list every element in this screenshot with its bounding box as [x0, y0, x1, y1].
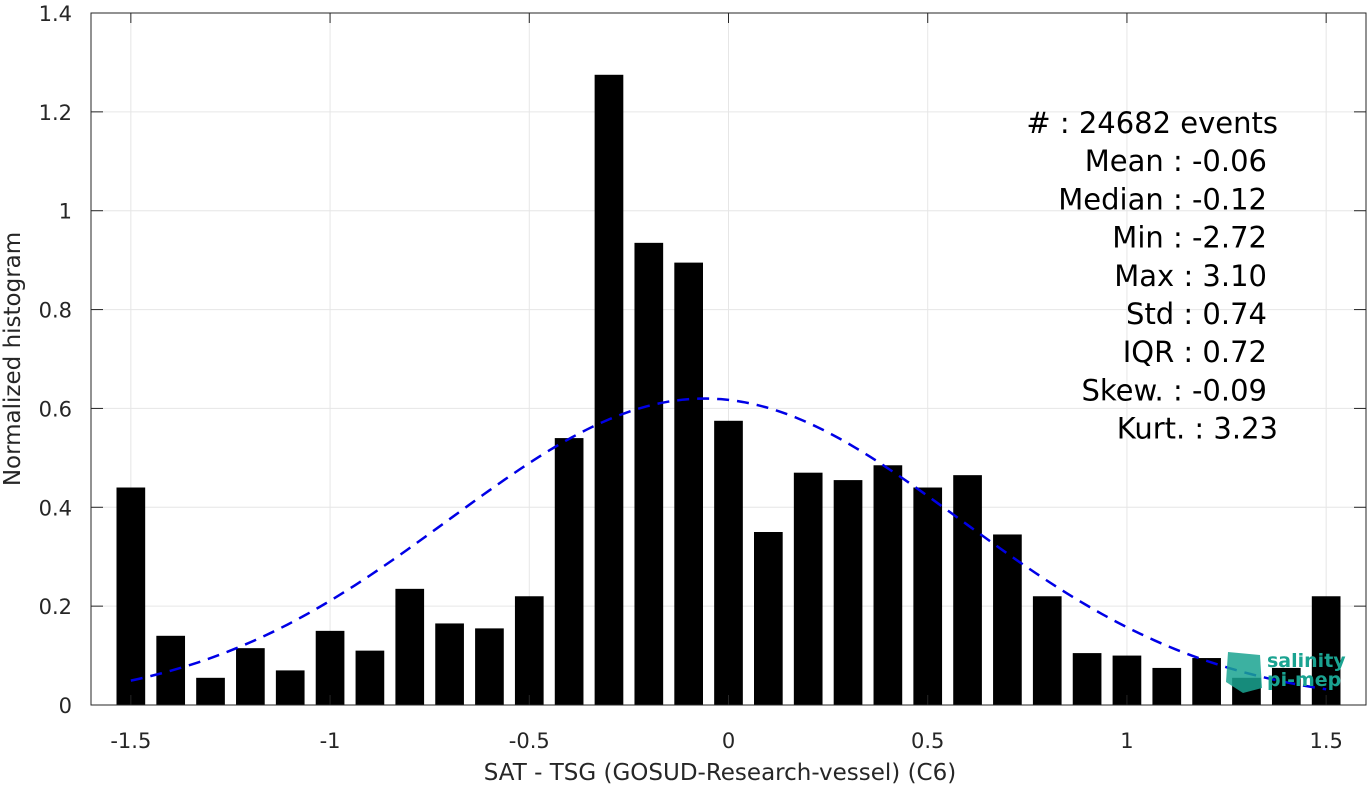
normal-fit-curve: [130, 397, 1327, 691]
histogram-bar: [873, 465, 903, 705]
y-tick-label: 0.4: [39, 496, 72, 520]
histogram-bar: [1271, 667, 1301, 705]
y-axis-label: Normalized histogram: [0, 232, 26, 486]
logo-line1: salinity: [1267, 650, 1346, 672]
histogram-bar: [1032, 596, 1062, 705]
histogram-bar: [1152, 667, 1182, 705]
stat-line: Skew. : -0.09: [1081, 373, 1267, 407]
histogram-bar: [196, 677, 225, 705]
histogram-bar: [1311, 596, 1341, 705]
histogram-bar: [754, 532, 783, 705]
histogram-bar: [1072, 653, 1102, 705]
histogram-bar: [355, 650, 385, 705]
histogram-bar: [793, 472, 823, 705]
histogram-bar: [913, 487, 943, 705]
histogram-bar: [475, 628, 504, 705]
x-tick-label: -1.5: [110, 729, 151, 753]
stat-line: Mean : -0.06: [1085, 144, 1267, 178]
y-tick-labels: 0 0.2 0.4 0.6 0.8 1 1.2 1.4: [39, 2, 72, 718]
x-tick-labels: -1.5 -1 -0.5 0 0.5 1 1.5: [110, 729, 1343, 753]
histogram-bar: [514, 596, 544, 705]
histogram-bar: [1192, 658, 1221, 705]
histogram-bar: [236, 648, 265, 705]
stat-line: Max : 3.10: [1114, 259, 1267, 293]
histogram-bar: [315, 630, 345, 705]
x-axis-label: SAT - TSG (GOSUD-Research-vessel) (C6): [484, 760, 956, 785]
x-tick-label: 0.5: [911, 729, 944, 753]
histogram-bar: [395, 588, 425, 705]
stats-box: # : 24682 events Mean : -0.06 Median : -0.…: [1026, 106, 1278, 446]
histogram-bar: [833, 480, 863, 705]
tick-marks: [91, 12, 1366, 706]
histogram-bar: [714, 420, 743, 705]
stat-line: Min : -2.72: [1112, 221, 1267, 255]
histogram-bar: [594, 74, 624, 706]
histogram-bar: [953, 475, 982, 705]
histogram-bar: [435, 623, 464, 705]
histogram-bar: [674, 262, 703, 705]
y-tick-label: 0: [59, 694, 72, 718]
stat-line: # : 24682 events: [1026, 106, 1278, 140]
x-tick-label: -0.5: [509, 729, 550, 753]
salinity-pi-mep-logo: salinity pi-mep: [1226, 650, 1346, 693]
histogram-bar: [116, 487, 146, 705]
histogram-bar: [275, 670, 305, 705]
stat-line: IQR : 0.72: [1123, 335, 1267, 369]
stat-line: Median : -0.12: [1058, 182, 1267, 216]
bars: [116, 74, 1341, 706]
histogram-bar: [993, 534, 1022, 705]
y-tick-label: 0.6: [39, 397, 72, 421]
y-tick-label: 1.4: [39, 2, 72, 26]
y-tick-label: 0.2: [39, 595, 72, 619]
logo-mark: [1226, 652, 1262, 693]
histogram-bar: [634, 242, 664, 706]
y-tick-label: 0.8: [39, 299, 72, 323]
x-tick-label: -1: [320, 729, 341, 753]
y-tick-label: 1.2: [39, 101, 72, 125]
y-tick-label: 1: [59, 200, 72, 224]
stat-line: Std : 0.74: [1126, 297, 1267, 331]
x-tick-label: 1: [1120, 729, 1133, 753]
x-tick-label: 0: [722, 729, 735, 753]
x-tick-label: 1.5: [1309, 729, 1342, 753]
logo-line2: pi-mep: [1267, 669, 1341, 691]
histogram-bar: [554, 438, 584, 705]
stat-line: Kurt. : 3.23: [1117, 412, 1278, 446]
